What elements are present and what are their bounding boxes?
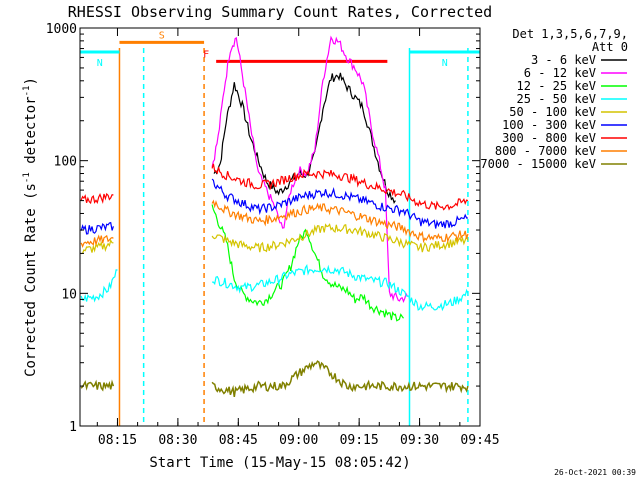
flag-bars: S N N F <box>80 30 480 69</box>
footer-date: 26-Oct-2021 00:39 <box>554 468 636 477</box>
flag-label-2: N <box>442 58 448 69</box>
legend-label-5: 100 - 300 keV <box>502 118 596 132</box>
series-line-8 <box>80 360 469 398</box>
series-line-4 <box>81 223 469 255</box>
series-line-2 <box>211 204 404 322</box>
y-axis-label: Corrected Count Rate (s-1 detector-1) <box>22 77 39 377</box>
legend-label-2: 12 - 25 keV <box>517 79 596 93</box>
plot-frame <box>79 27 481 427</box>
x-tick-label-4: 09:15 <box>340 433 379 448</box>
series-line-5 <box>80 178 468 235</box>
series-line-3 <box>80 264 469 312</box>
legend-header-line1: Det 1,3,5,6,7,9, <box>512 27 628 41</box>
legend-label-8: 7000 - 15000 keV <box>480 157 596 171</box>
night-lines <box>118 48 469 426</box>
legend-header-line2: Att 0 <box>592 40 628 54</box>
legend-label-6: 300 - 800 keV <box>502 131 596 145</box>
legend-label-1: 6 - 12 keV <box>524 66 596 80</box>
x-tick-label-0: 08:15 <box>98 433 137 448</box>
x-tick-label-5: 09:30 <box>400 433 439 448</box>
legend-label-0: 3 - 6 keV <box>531 53 596 67</box>
x-tick-label-6: 09:45 <box>460 433 499 448</box>
legend-label-4: 50 - 100 keV <box>509 105 596 119</box>
y-tick-label-3: 1000 <box>46 22 77 37</box>
axes: 08:15 08:30 08:45 09:00 09:15 09:30 09:45 1 10 10… <box>46 22 500 448</box>
y-tick-label-2: 100 <box>54 155 77 170</box>
flag-label-1: N <box>97 58 103 69</box>
series-line-7 <box>80 199 469 249</box>
x-axis-label: Start Time (15-May-15 08:05:42) <box>149 455 410 471</box>
legend-label-7: 800 - 7000 keV <box>495 144 596 158</box>
y-tick-label-1: 10 <box>61 287 77 302</box>
series-line-0 <box>213 72 396 205</box>
x-tick-label-1: 08:30 <box>158 433 197 448</box>
x-tick-label-2: 08:45 <box>219 433 258 448</box>
chart-title: RHESSI Observing Summary Count Rates, Co… <box>68 3 492 21</box>
series-line-1 <box>211 35 409 304</box>
legend-label-3: 25 - 50 keV <box>517 92 596 106</box>
flag-label-3: F <box>203 49 209 60</box>
series-line-6 <box>80 163 469 211</box>
series-lines <box>80 35 469 398</box>
flag-label-0: S <box>159 30 165 41</box>
x-tick-label-3: 09:00 <box>279 433 318 448</box>
y-tick-label-0: 1 <box>69 420 77 435</box>
